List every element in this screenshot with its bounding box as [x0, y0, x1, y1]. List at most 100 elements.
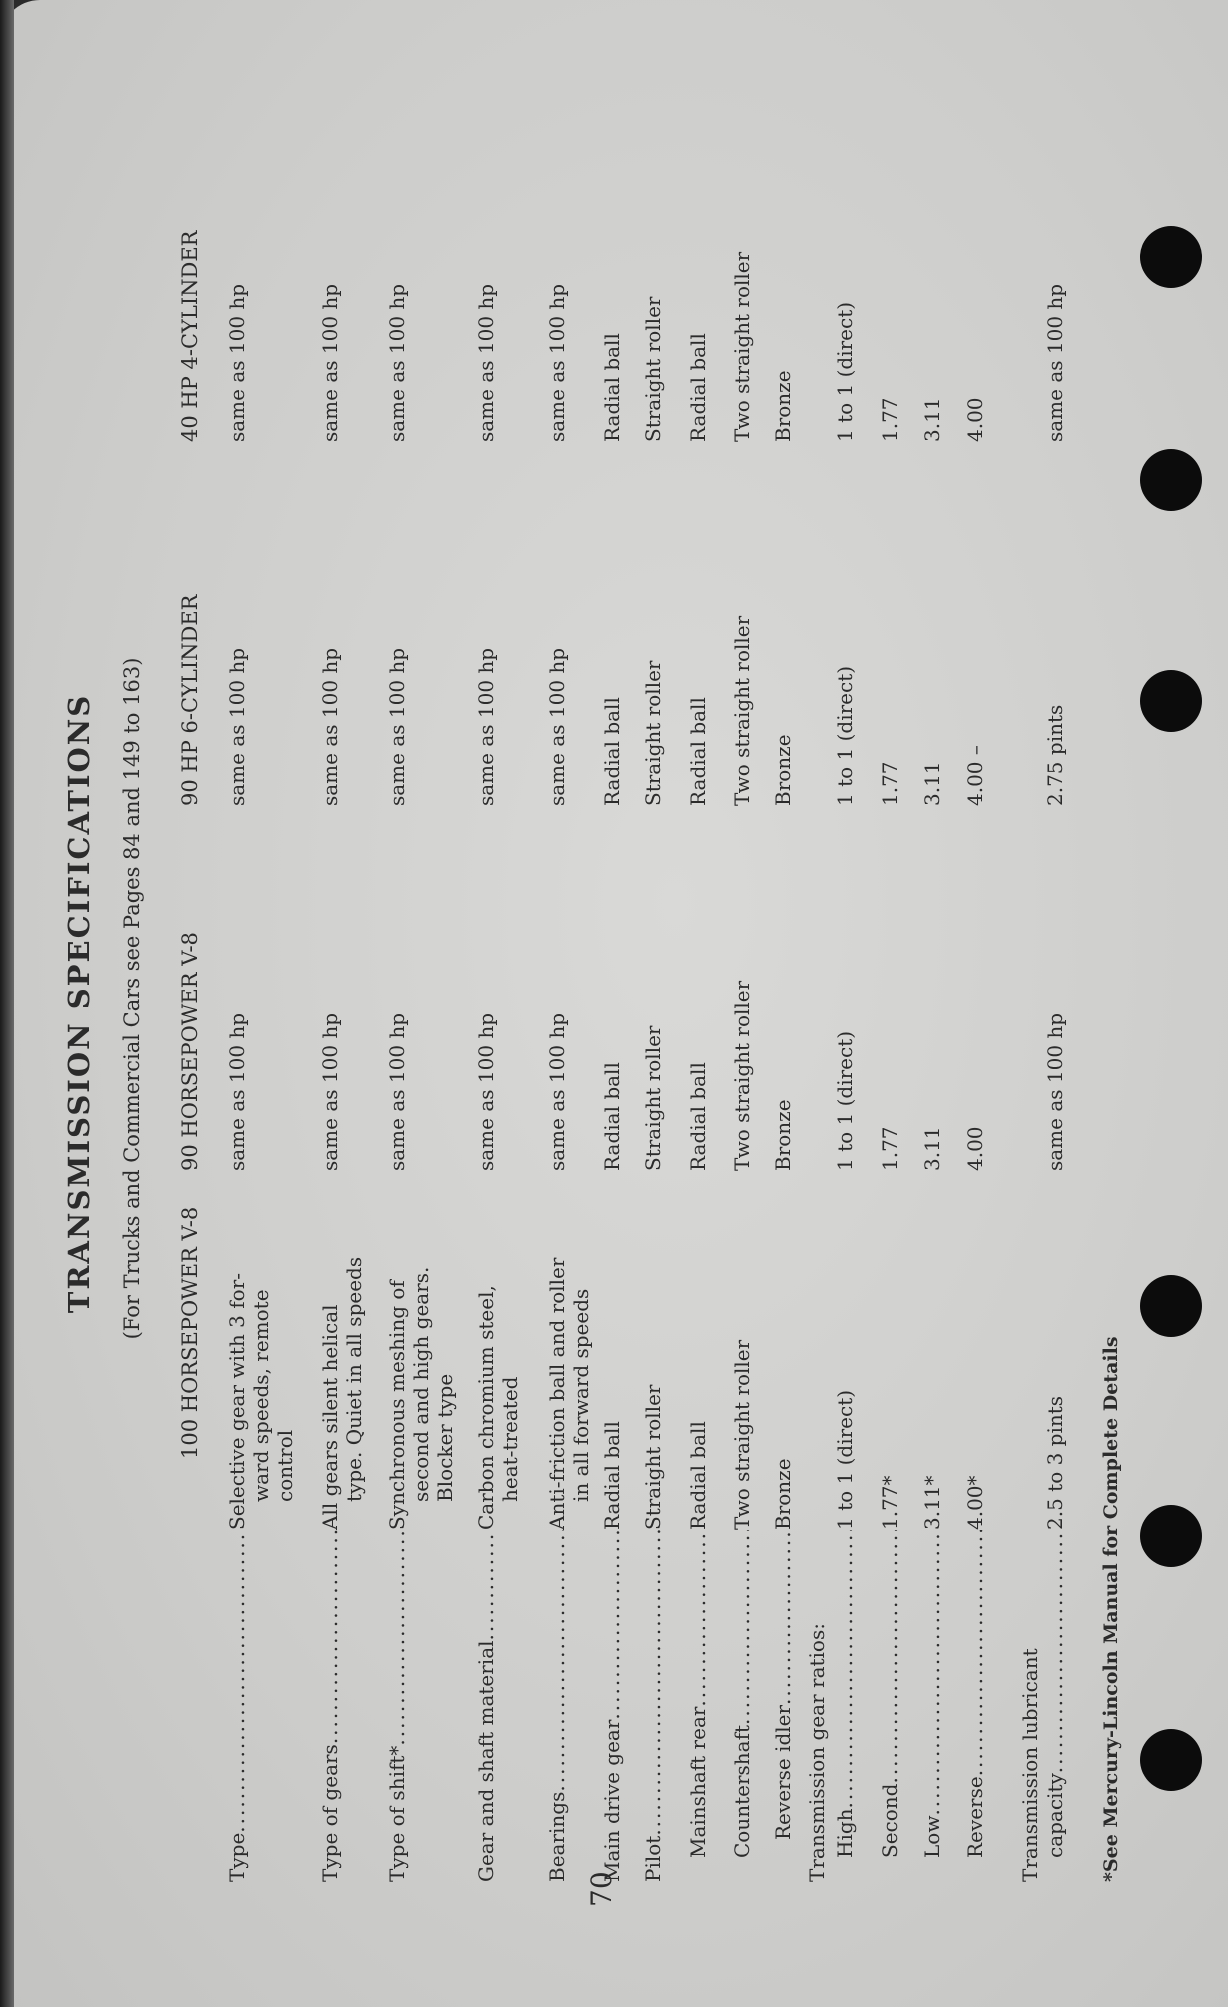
- spec-value-line: Radial ball: [600, 333, 624, 442]
- spec-value: Straight roller: [641, 1385, 665, 1531]
- dot-leader: [878, 1530, 903, 1784]
- spec-value-line: Radial ball: [686, 1421, 710, 1530]
- spec-value: 1.77: [878, 1126, 902, 1171]
- spec-value: 1 to 1 (direct): [833, 1390, 857, 1530]
- binder-hole: [1140, 449, 1202, 511]
- row-label-text: High: [833, 1808, 857, 1858]
- spec-value-line: Straight roller: [641, 660, 665, 807]
- spec-value-line: Synchronous meshing of: [385, 1280, 409, 1530]
- spec-value: Two straight roller: [730, 1340, 754, 1530]
- spec-value-line: Bronze: [771, 1099, 795, 1171]
- row-label-text: Gear and shaft material: [474, 1640, 498, 1882]
- spec-value-line: Selective gear with 3 for-: [225, 1272, 249, 1530]
- spec-value-line: same as 100 hp: [474, 283, 498, 442]
- spec-value: 1.77: [878, 397, 902, 442]
- spec-value-line: same as 100 hp: [1043, 283, 1067, 442]
- row-label: Type of gears: [318, 1530, 343, 1882]
- row-label-text: Transmission lubricant: [1018, 1648, 1042, 1882]
- spec-value-line: same as 100 hp: [1043, 1012, 1067, 1171]
- spec-value-line: Two straight roller: [730, 980, 754, 1171]
- spec-value-line: Bronze: [771, 370, 795, 442]
- row-label: Countershaft: [730, 1530, 755, 1882]
- spec-value: Bronze: [771, 1099, 795, 1171]
- dot-leader: [318, 1530, 343, 1744]
- spec-value: Radial ball: [600, 1421, 624, 1530]
- spec-value-line: same as 100 hp: [545, 283, 569, 442]
- spec-value: same as 100 hp: [545, 1013, 569, 1171]
- dot-leader: [474, 1530, 499, 1640]
- page-edge-shadow: [0, 0, 14, 2007]
- spec-value: 4.00*: [963, 1475, 987, 1530]
- spec-value: 2.75 pints: [1043, 705, 1067, 806]
- spec-value: Two straight roller: [730, 252, 754, 442]
- row-label: Transmission gear ratios:: [805, 1530, 830, 1882]
- row-label-text: Type: [225, 1832, 249, 1882]
- dot-leader: [1043, 1530, 1068, 1773]
- binder-hole: [1140, 670, 1202, 732]
- spec-value: same as 100 hp: [474, 284, 498, 442]
- spec-value: 2.5 to 3 pints: [1043, 1396, 1067, 1530]
- spec-value: same as 100 hp: [225, 648, 249, 806]
- dot-leader: [730, 1530, 755, 1725]
- row-label: Mainshaft rear: [686, 1530, 711, 1882]
- dot-leader: [600, 1530, 625, 1720]
- row-label-text: Mainshaft rear: [686, 1706, 710, 1858]
- spec-value: Radial ball: [686, 333, 710, 442]
- column-header: 90 HORSEPOWER V-8: [178, 932, 202, 1171]
- dot-leader: [225, 1530, 250, 1833]
- spec-value-line: Bronze: [771, 1458, 795, 1530]
- row-label: Gear and shaft material: [474, 1530, 499, 1882]
- spec-value: 1 to 1 (direct): [833, 302, 857, 442]
- spec-value-line: Straight roller: [641, 1025, 665, 1172]
- row-label-text: Main drive gear: [600, 1719, 624, 1882]
- spec-value: Radial ball: [686, 697, 710, 806]
- page-subtitle: (For Trucks and Commercial Cars see Page…: [120, 657, 144, 1340]
- spec-value: Two straight roller: [730, 616, 754, 806]
- spec-value: same as 100 hp: [318, 284, 342, 442]
- spec-value: same as 100 hp: [385, 1013, 409, 1171]
- spec-value-line: Radial ball: [686, 333, 710, 442]
- spec-value-line: second and high gears.: [409, 1266, 433, 1502]
- spec-value-line: Radial ball: [600, 1062, 624, 1171]
- row-label: Low: [920, 1530, 945, 1882]
- spec-value-line: control: [273, 1429, 297, 1502]
- row-label: Second: [878, 1530, 903, 1882]
- spec-value: Radial ball: [600, 333, 624, 442]
- spec-value-line: 1.77: [878, 1126, 902, 1171]
- spec-value-line: Two straight roller: [730, 251, 754, 442]
- spec-value-line: 2.75 pints: [1043, 704, 1067, 806]
- spec-value-line: same as 100 hp: [474, 1012, 498, 1171]
- row-label-text: Transmission gear ratios:: [805, 1623, 829, 1882]
- spec-value-line: Anti-friction ball and roller: [545, 1257, 569, 1530]
- row-label-text: Pilot: [641, 1835, 665, 1882]
- spec-value-line: same as 100 hp: [385, 647, 409, 806]
- spec-value: same as 100 hp: [474, 648, 498, 806]
- spec-value-line: 1 to 1 (direct): [833, 1389, 857, 1530]
- spec-value: Straight roller: [641, 1026, 665, 1172]
- spec-value: Straight roller: [641, 297, 665, 443]
- spec-value: same as 100 hp: [1043, 1013, 1067, 1171]
- spec-value: same as 100 hp: [318, 648, 342, 806]
- row-label: Reverse: [963, 1530, 988, 1882]
- spec-value: same as 100 hp: [225, 284, 249, 442]
- spec-value: 1 to 1 (direct): [833, 666, 857, 806]
- page-title: TRANSMISSION SPECIFICATIONS: [62, 693, 96, 1314]
- spec-value-line: Straight roller: [641, 1384, 665, 1531]
- spec-value-line: Two straight roller: [730, 1339, 754, 1530]
- spec-value: Bronze: [771, 734, 795, 806]
- dot-leader: [686, 1530, 711, 1707]
- spec-value-line: type. Quiet in all speeds: [342, 1256, 366, 1502]
- binder-hole: [1140, 1275, 1202, 1337]
- spec-value-line: ward speeds, remote: [249, 1289, 273, 1502]
- row-label: Type: [225, 1530, 250, 1882]
- row-label-text: Reverse: [963, 1776, 987, 1858]
- spec-value: All gears silent helical type. Quiet in a…: [318, 1257, 366, 1530]
- page-number: 70: [585, 1871, 618, 1907]
- spec-value: Synchronous meshing of second and high ge…: [385, 1267, 457, 1530]
- spec-value-line: Bronze: [771, 734, 795, 806]
- spec-value: 4.00: [963, 397, 987, 442]
- dot-leader: [385, 1530, 410, 1746]
- spec-value: 3.11: [920, 397, 944, 442]
- spec-value-line: 1.77: [878, 397, 902, 442]
